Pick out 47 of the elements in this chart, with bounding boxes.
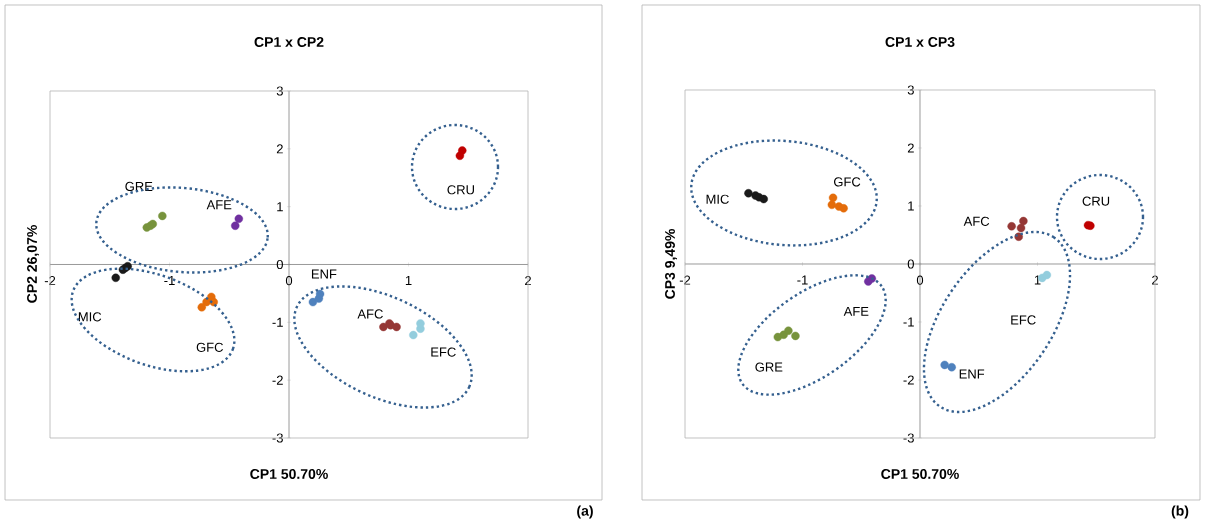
x-tick-label: 0: [285, 276, 293, 286]
x-tick-label: -1: [797, 275, 808, 285]
series-label: AFE: [206, 200, 232, 210]
y-tick-label: 0: [907, 259, 914, 269]
x-tick-label: -2: [679, 275, 691, 285]
y-tick-label: -2: [272, 375, 283, 385]
text: (b): [1171, 505, 1189, 519]
y-tick-label: 3: [907, 85, 914, 95]
series-label: MIC: [706, 194, 729, 204]
y-tick-label: -1: [272, 317, 283, 327]
series-label: GRE: [125, 181, 153, 192]
x-axis-title: CP1 50.70%: [250, 469, 328, 479]
y-axis-title: CP2 26,07%: [27, 225, 39, 303]
chart-title: CP1 x CP3: [885, 37, 955, 47]
text: (a): [577, 505, 593, 519]
y-tick-label: 0: [276, 259, 283, 270]
y-tick-label: 3: [276, 86, 283, 96]
series-label: ENF: [959, 369, 985, 379]
series-label: GRE: [755, 362, 783, 372]
y-tick-label: -1: [903, 317, 914, 327]
series-label: GFC: [833, 177, 861, 187]
x-tick-label: 1: [405, 276, 412, 285]
y-tick-label: 1: [277, 202, 283, 212]
x-tick-label: -2: [44, 276, 56, 286]
series-label: AFE: [843, 306, 869, 316]
chart-title: CP1 x CP2: [254, 37, 324, 47]
series-label: CRU: [1082, 196, 1110, 206]
series-label: AFC: [963, 216, 990, 226]
series-label: ENF: [311, 269, 337, 279]
x-axis-title: CP1 50.70%: [881, 469, 959, 479]
y-tick-label: 2: [907, 143, 914, 153]
y-tick-label: 2: [276, 144, 283, 154]
series-label: AFC: [357, 309, 383, 319]
y-tick-label: 1: [908, 201, 914, 211]
y-axis-title: CP3 9,49%: [665, 228, 677, 299]
y-tick-label: -2: [903, 375, 914, 385]
text: GFC: [196, 342, 224, 352]
x-tick-label: 0: [916, 275, 924, 285]
x-tick-label: 2: [1152, 275, 1158, 285]
series-label: EFC: [431, 347, 456, 357]
text: EFC: [1011, 315, 1036, 325]
y-tick-label: -3: [272, 433, 283, 443]
x-tick-label: 1: [1034, 275, 1041, 285]
x-tick-label: 2: [525, 276, 531, 286]
y-tick-label: -3: [903, 433, 914, 443]
text: CRU: [447, 185, 474, 195]
text: MIC: [78, 312, 102, 322]
